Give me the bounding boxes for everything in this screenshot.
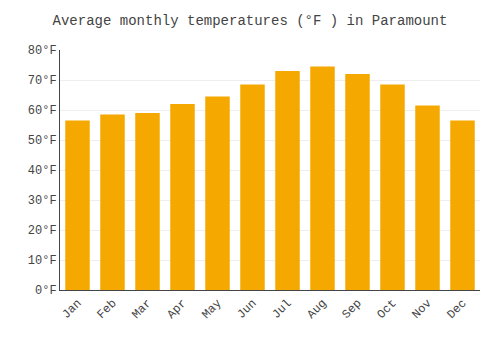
- svg-text:Nov: Nov: [409, 297, 434, 322]
- svg-text:70°F: 70°F: [28, 74, 57, 88]
- svg-text:40°F: 40°F: [28, 164, 57, 178]
- svg-text:Feb: Feb: [94, 297, 119, 322]
- svg-text:Sep: Sep: [339, 297, 364, 322]
- svg-text:50°F: 50°F: [28, 134, 57, 148]
- svg-text:20°F: 20°F: [28, 224, 57, 238]
- svg-text:60°F: 60°F: [28, 104, 57, 118]
- svg-text:May: May: [199, 297, 224, 322]
- svg-text:Jul: Jul: [269, 297, 294, 322]
- svg-text:Aug: Aug: [304, 297, 329, 322]
- svg-text:30°F: 30°F: [28, 194, 57, 208]
- svg-text:Apr: Apr: [164, 297, 189, 322]
- svg-text:Dec: Dec: [444, 297, 469, 322]
- svg-text:Jan: Jan: [59, 297, 84, 322]
- svg-text:Jun: Jun: [234, 297, 259, 322]
- svg-text:Oct: Oct: [374, 297, 399, 322]
- svg-text:10°F: 10°F: [28, 254, 57, 268]
- svg-text:Average monthly temperatures (: Average monthly temperatures (°F ) in Pa…: [53, 13, 448, 29]
- svg-text:80°F: 80°F: [28, 44, 57, 58]
- svg-text:0°F: 0°F: [35, 284, 57, 298]
- svg-text:Mar: Mar: [129, 297, 154, 322]
